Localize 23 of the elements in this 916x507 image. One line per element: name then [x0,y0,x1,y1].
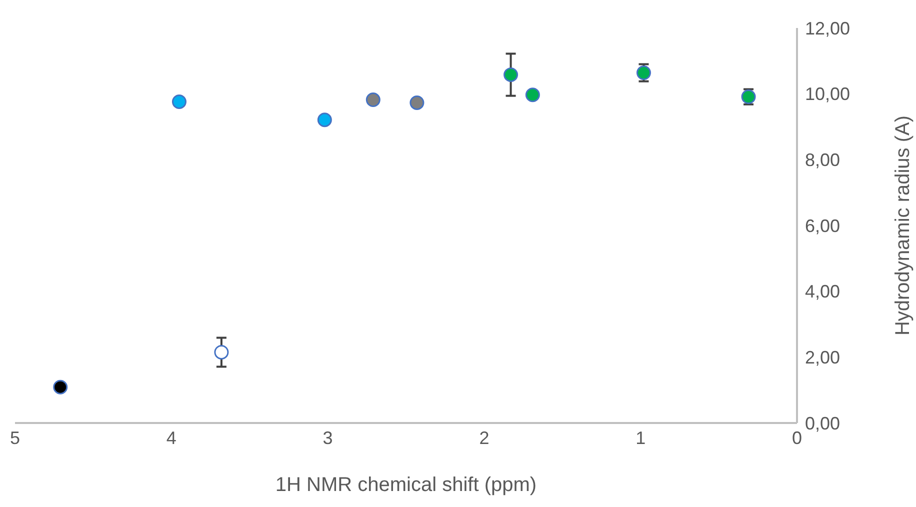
x-tick-label: 5 [10,428,20,448]
y-tick-label: 4,00 [805,282,840,302]
point [317,112,332,128]
point [172,94,186,109]
y-tick-label: 8,00 [805,150,840,170]
x-tick-label: 0 [792,428,802,448]
y-axis-title: Hydrodynamic radius (A) [892,115,914,336]
y-tick-label: 12,00 [805,18,850,38]
x-tick-label: 4 [166,428,176,448]
point [525,88,540,102]
x-tick-label: 2 [479,428,490,448]
y-tick-label: 6,00 [805,216,840,236]
x-axis-title: 1H NMR chemical shift (ppm) [275,474,537,496]
x-tick-label: 3 [322,428,333,448]
point [366,92,380,108]
point [504,67,518,82]
y-tick-label: 0,00 [805,413,840,434]
point [214,344,229,360]
y-tick-label: 10,00 [805,84,850,104]
x-tick-label: 1 [636,428,646,448]
point [410,95,424,110]
y-tick-label: 2,00 [805,348,840,368]
point [53,380,68,394]
